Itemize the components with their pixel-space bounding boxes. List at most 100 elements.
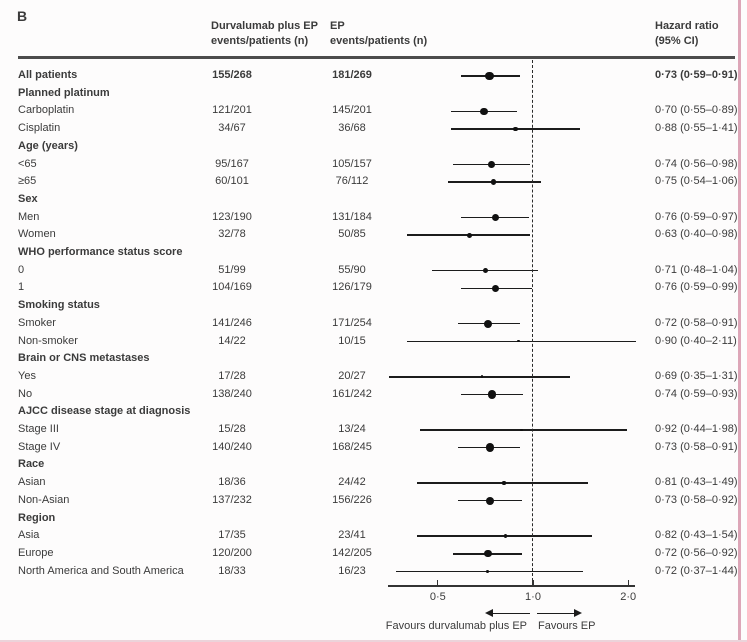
column-header-treatment: Durvalumab plus EP events/patients (n): [211, 19, 318, 48]
forest-row: 0 51/99 55/90 0·71 (0·48–1·04): [0, 262, 740, 280]
point-estimate-marker: [483, 319, 493, 328]
subgroup-label: Asia: [18, 529, 40, 542]
treatment-events-cell: 104/169: [212, 281, 252, 294]
hazard-ratio-cell: 0·74 (0·56–0·98): [655, 157, 738, 170]
subgroup-label: Smoker: [18, 316, 56, 329]
x-axis-tick-label: 1·0: [525, 591, 541, 603]
ep-events-cell: 23/41: [338, 529, 366, 542]
forest-row: Asian 18/36 24/42 0·81 (0·43–1·49): [0, 474, 740, 492]
hazard-ratio-cell: 0·82 (0·43–1·54): [655, 529, 738, 542]
hazard-ratio-cell: 0·63 (0·40–0·98): [655, 228, 738, 241]
subgroup-category-row: Smoking status: [0, 297, 740, 315]
favours-right-arrow-line: [537, 612, 574, 615]
ep-events-cell: 16/23: [338, 564, 366, 577]
subgroup-label: Non-smoker: [18, 334, 78, 347]
forest-row: <65 95/167 105/157 0·74 (0·56–0·98): [0, 156, 740, 174]
ci-line: [417, 482, 588, 484]
ep-events-cell: 168/245: [332, 440, 372, 453]
hazard-ratio-cell: 0·72 (0·37–1·44): [655, 564, 738, 577]
ci-line: [420, 429, 627, 431]
subgroup-category-row: Sex: [0, 191, 740, 209]
subgroup-label: Stage III: [18, 423, 59, 435]
favours-right-label: Favours EP: [538, 620, 596, 632]
forest-row: No 138/240 161/242 0·74 (0·59–0·93): [0, 386, 740, 404]
column-header-hr-line2: (95% CI): [655, 34, 699, 47]
subgroup-label: Carboplatin: [18, 104, 75, 117]
ep-events-cell: 36/68: [338, 122, 366, 135]
subgroup-label: Stage IV: [18, 440, 61, 453]
subgroup-label: <65: [18, 157, 37, 170]
point-estimate-marker: [491, 213, 499, 222]
favours-left-label: Favours durvalumab plus EP: [385, 620, 527, 632]
hazard-ratio-cell: 0·76 (0·59–0·97): [655, 210, 738, 223]
hazard-ratio-cell: 0·70 (0·55–0·89): [655, 104, 738, 117]
forest-row: Stage IV 140/240 168/245 0·73 (0·58–0·91): [0, 439, 740, 457]
treatment-events-cell: 15/28: [218, 423, 246, 435]
ep-events-cell: 50/85: [338, 228, 366, 241]
ep-events-cell: 156/226: [332, 493, 372, 506]
point-estimate-marker: [502, 481, 506, 485]
ci-line: [396, 570, 584, 573]
treatment-events-cell: 155/268: [212, 69, 252, 81]
treatment-events-cell: 121/201: [212, 104, 252, 117]
treatment-events-cell: 141/246: [212, 316, 252, 329]
subgroup-label: Sex: [18, 192, 38, 205]
subgroup-label: Asian: [18, 476, 46, 489]
forest-row: ≥65 60/101 76/112 0·75 (0·54–1·06): [0, 173, 740, 191]
x-axis-line: [388, 585, 635, 587]
forest-row: Women 32/78 50/85 0·63 (0·40–0·98): [0, 226, 740, 244]
point-estimate-marker: [486, 570, 490, 573]
ep-events-cell: 126/179: [332, 281, 372, 294]
subgroup-label: 1: [18, 281, 25, 294]
x-axis-tick-label: 2·0: [620, 591, 637, 603]
treatment-events-cell: 18/36: [218, 476, 246, 489]
treatment-events-cell: 18/33: [218, 564, 246, 577]
subgroup-category-row: Race: [0, 456, 740, 474]
header-rule: [18, 56, 735, 59]
point-estimate-marker: [504, 534, 508, 538]
x-axis-tick: [627, 580, 629, 585]
hazard-ratio-cell: 0·74 (0·59–0·93): [655, 387, 738, 400]
treatment-events-cell: 51/99: [218, 263, 246, 276]
hazard-ratio-cell: 0·72 (0·56–0·92): [655, 546, 738, 559]
forest-row: Asia 17/35 23/41 0·82 (0·43–1·54): [0, 527, 740, 545]
subgroup-category-row: AJCC disease stage at diagnosis: [0, 403, 740, 421]
point-estimate-marker: [488, 161, 495, 168]
ep-events-cell: 171/254: [332, 316, 372, 329]
x-axis-tick: [532, 580, 534, 585]
hazard-ratio-cell: 0·73 (0·59–0·91): [655, 69, 738, 81]
panel-label: B: [17, 8, 28, 24]
subgroup-category-row: Age (years): [0, 138, 740, 156]
forest-row: Cisplatin 34/67 36/68 0·88 (0·55–1·41): [0, 120, 740, 138]
column-header-ep: EP events/patients (n): [330, 19, 427, 48]
forest-row: Smoker 141/246 171/254 0·72 (0·58–0·91): [0, 315, 740, 333]
subgroup-label: 0: [18, 263, 25, 276]
point-estimate-marker: [483, 268, 489, 274]
forest-row: Men 123/190 131/184 0·76 (0·59–0·97): [0, 209, 740, 227]
subgroup-label: Non-Asian: [18, 493, 70, 506]
treatment-events-cell: 140/240: [212, 440, 252, 453]
subgroup-category-row: Brain or CNS metastases: [0, 350, 740, 368]
forest-row: 1 104/169 126/179 0·76 (0·59–0·99): [0, 279, 740, 297]
subgroup-label: Brain or CNS metastases: [18, 352, 150, 365]
subgroup-label: North America and South America: [18, 564, 184, 577]
favours-left-arrowhead-icon: [485, 609, 493, 617]
ep-events-cell: 161/242: [332, 387, 372, 400]
column-header-hr-line1: Hazard ratio: [655, 20, 719, 32]
hazard-ratio-cell: 0·73 (0·58–0·91): [655, 440, 738, 453]
subgroup-label: Region: [18, 511, 56, 524]
treatment-events-cell: 120/200: [212, 546, 252, 559]
favours-left-arrow-line: [493, 612, 530, 615]
hazard-ratio-cell: 0·90 (0·40–2·11): [655, 334, 737, 347]
ep-events-cell: 55/90: [338, 263, 366, 276]
x-axis-tick-label: 0·5: [429, 591, 446, 603]
ep-events-cell: 142/205: [332, 546, 372, 559]
subgroup-label: WHO performance status score: [18, 246, 183, 258]
hazard-ratio-cell: 0·92 (0·44–1·98): [655, 423, 738, 435]
reference-line-hr-1: [532, 60, 533, 586]
forest-row: Non-Asian 137/232 156/226 0·73 (0·58–0·92): [0, 492, 740, 510]
point-estimate-marker: [490, 179, 497, 185]
column-header-treatment-line1: Durvalumab plus EP: [211, 20, 318, 32]
subgroup-category-row: Region: [0, 510, 740, 528]
ci-line: [388, 376, 571, 378]
